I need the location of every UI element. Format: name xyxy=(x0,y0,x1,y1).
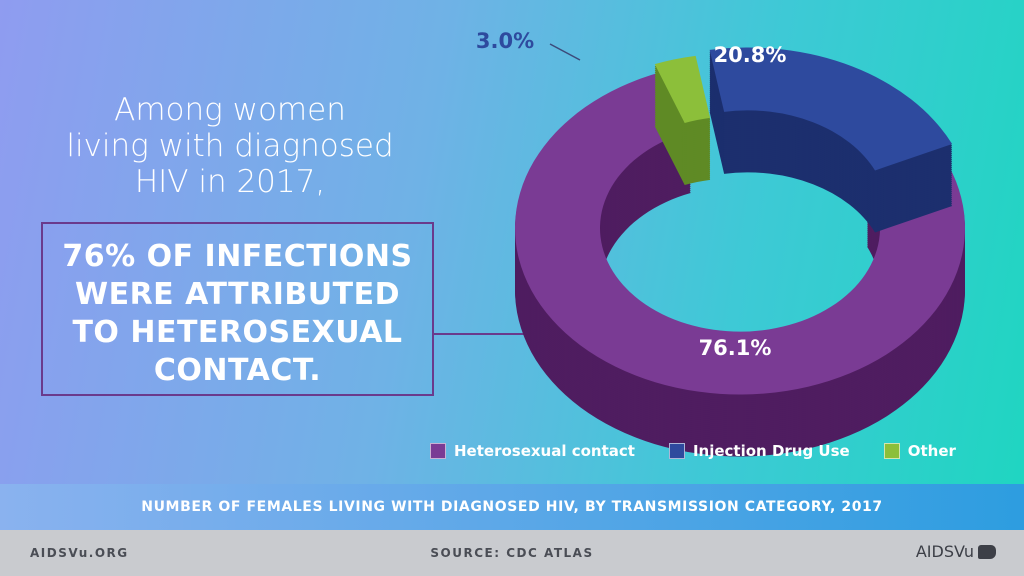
footer-logo-text: AIDSVu xyxy=(915,542,974,561)
slice-value-label: 3.0% xyxy=(476,29,534,53)
donut-slice-top xyxy=(654,55,711,124)
legend-label: Heterosexual contact xyxy=(454,442,635,460)
intro-line: living with diagnosed xyxy=(66,128,394,164)
legend: Heterosexual contact Injection Drug Use … xyxy=(430,442,956,460)
slice-value-label: 76.1% xyxy=(699,336,772,360)
slice-value-label: 20.8% xyxy=(714,43,787,67)
legend-item-heterosexual: Heterosexual contact xyxy=(430,442,635,460)
legend-item-other: Other xyxy=(883,442,956,460)
intro-line: Among women xyxy=(114,92,346,128)
legend-label: Other xyxy=(907,442,956,460)
callout-line: contact. xyxy=(153,353,322,388)
callout-leader-line xyxy=(434,333,564,335)
callout-box: 76% of infections were attributed to het… xyxy=(41,222,434,396)
callout-line: 76% of infections xyxy=(62,239,413,274)
donut-slice-1 xyxy=(709,47,953,233)
callout-line: to heterosexual xyxy=(72,315,403,350)
donut-slice-top xyxy=(709,47,953,171)
footer-logo: AIDSVu xyxy=(916,542,996,561)
other-leader-line xyxy=(549,43,581,61)
callout-line: were attributed xyxy=(75,277,400,312)
intro-line: HIV in 2017, xyxy=(134,164,326,200)
footer: AIDSVu.ORG SOURCE: CDC ATLAS AIDSVu xyxy=(0,530,1024,576)
donut-slice-2 xyxy=(654,55,711,186)
us-map-icon xyxy=(978,544,996,559)
intro-text: Among women living with diagnosed HIV in… xyxy=(40,92,420,200)
footer-source: SOURCE: CDC ATLAS xyxy=(430,546,594,560)
legend-swatch xyxy=(668,443,685,459)
donut-slice-top xyxy=(515,72,965,395)
chart-title-banner: Number of females living with diagnosed … xyxy=(0,484,1024,530)
legend-swatch xyxy=(430,443,446,459)
legend-item-injection: Injection Drug Use xyxy=(668,442,850,460)
donut-slice-0 xyxy=(515,72,965,457)
footer-website: AIDSVu.ORG xyxy=(30,546,129,560)
legend-swatch xyxy=(883,443,900,459)
legend-label: Injection Drug Use xyxy=(692,442,850,460)
